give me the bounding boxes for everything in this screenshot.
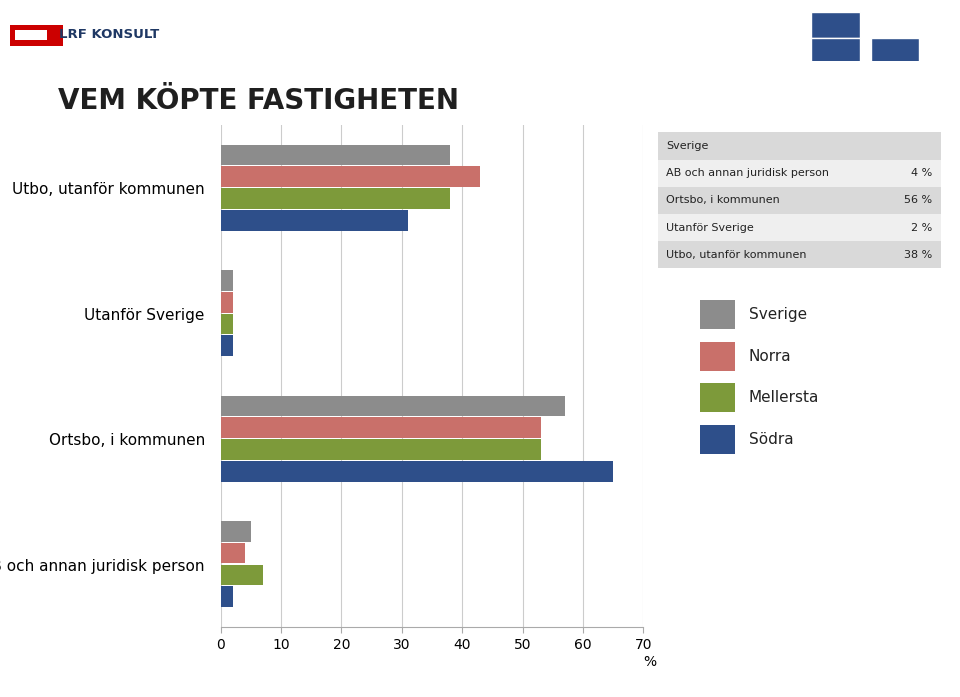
FancyBboxPatch shape bbox=[658, 241, 941, 268]
Bar bbox=[221, 145, 450, 165]
Bar bbox=[701, 383, 735, 413]
Bar bbox=[221, 586, 233, 607]
Text: lrfkonsult.se: lrfkonsult.se bbox=[833, 667, 931, 682]
Bar bbox=[221, 335, 233, 356]
Text: Ekonomi & Skatt   Juridik   Affärsrådgivning   Fastighetsförmedling: Ekonomi & Skatt Juridik Affärsrådgivning… bbox=[29, 667, 420, 682]
Bar bbox=[701, 300, 735, 329]
Bar bbox=[221, 565, 263, 585]
Text: Sverige: Sverige bbox=[666, 141, 708, 151]
Text: 56 %: 56 % bbox=[904, 195, 932, 206]
Bar bbox=[221, 396, 564, 416]
Text: Norra: Norra bbox=[749, 348, 791, 364]
FancyBboxPatch shape bbox=[658, 132, 941, 160]
Text: LRF KONSULT: LRF KONSULT bbox=[59, 28, 158, 40]
Text: 4 %: 4 % bbox=[911, 168, 932, 178]
Text: AB och annan juridisk person: AB och annan juridisk person bbox=[666, 168, 829, 178]
Text: %: % bbox=[643, 655, 657, 669]
Bar bbox=[811, 12, 859, 38]
FancyBboxPatch shape bbox=[658, 187, 941, 214]
Text: 2 %: 2 % bbox=[911, 222, 932, 233]
Text: VEM KÖPTE FASTIGHETEN: VEM KÖPTE FASTIGHETEN bbox=[58, 87, 459, 115]
Text: Utbo, utanför kommunen: Utbo, utanför kommunen bbox=[666, 250, 806, 260]
Bar bbox=[221, 270, 233, 291]
Text: Södra: Södra bbox=[749, 432, 793, 447]
Bar bbox=[701, 342, 735, 371]
Text: 38 %: 38 % bbox=[904, 250, 932, 260]
Bar bbox=[221, 521, 251, 542]
Text: Sverige: Sverige bbox=[749, 307, 807, 322]
Bar bbox=[221, 543, 245, 563]
Bar bbox=[701, 425, 735, 454]
FancyBboxPatch shape bbox=[658, 160, 941, 187]
Bar bbox=[221, 167, 480, 187]
FancyBboxPatch shape bbox=[658, 214, 941, 241]
Bar bbox=[871, 12, 920, 38]
Bar bbox=[871, 38, 920, 64]
Bar bbox=[221, 210, 408, 231]
Text: Mellersta: Mellersta bbox=[749, 390, 819, 406]
Bar bbox=[221, 418, 540, 438]
Bar bbox=[811, 38, 859, 64]
Text: Utanför Sverige: Utanför Sverige bbox=[666, 222, 754, 233]
Bar bbox=[221, 439, 540, 460]
Bar bbox=[221, 188, 450, 209]
Bar bbox=[221, 314, 233, 335]
Bar bbox=[221, 461, 613, 482]
Bar bbox=[221, 292, 233, 312]
Text: Ortsbo, i kommunen: Ortsbo, i kommunen bbox=[666, 195, 780, 206]
